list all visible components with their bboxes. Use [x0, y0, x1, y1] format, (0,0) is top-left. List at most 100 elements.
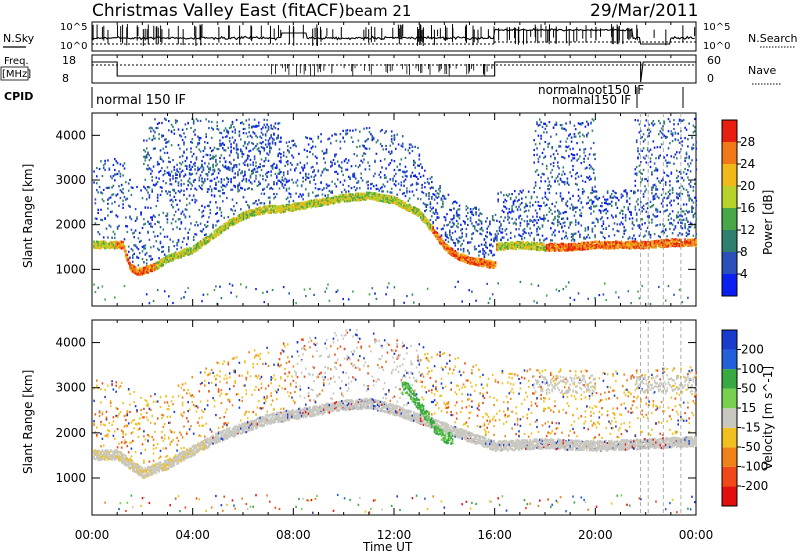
- power-point: [501, 236, 504, 239]
- power-point: [422, 219, 425, 222]
- power-point: [339, 195, 342, 198]
- power-point: [316, 162, 318, 165]
- power-point: [210, 150, 213, 153]
- power-point: [288, 205, 290, 209]
- power-point: [392, 177, 394, 180]
- power-point: [242, 212, 245, 215]
- power-point: [104, 240, 106, 243]
- power-point: [262, 165, 264, 168]
- power-point: [179, 155, 181, 159]
- power-point: [360, 172, 362, 175]
- power-point: [130, 186, 133, 189]
- power-point: [267, 204, 270, 208]
- power-point: [401, 170, 404, 173]
- power-point: [158, 263, 160, 266]
- power-point: [449, 246, 451, 249]
- power-point: [251, 214, 253, 217]
- power-point: [439, 187, 441, 190]
- power-point: [318, 198, 321, 201]
- power-point: [202, 238, 205, 241]
- power-point: [374, 192, 376, 195]
- power-point: [264, 134, 267, 137]
- power-point: [168, 173, 170, 176]
- power-point: [266, 290, 268, 293]
- power-point: [184, 136, 187, 139]
- power-point: [270, 127, 272, 130]
- power-point: [490, 233, 493, 236]
- power-point: [159, 261, 162, 264]
- power-point: [100, 247, 102, 250]
- power-point: [447, 223, 450, 226]
- power-point: [375, 196, 378, 199]
- power-point: [350, 136, 353, 139]
- power-point: [313, 199, 315, 202]
- power-point: [335, 290, 338, 293]
- power-point: [258, 180, 260, 183]
- power-point: [278, 172, 281, 175]
- power-point: [242, 178, 245, 181]
- power-point: [242, 175, 245, 178]
- power-point: [356, 187, 358, 190]
- power-point: [183, 193, 185, 196]
- power-point: [306, 176, 308, 179]
- power-point: [349, 199, 351, 203]
- power-point: [241, 121, 243, 124]
- power-point: [413, 174, 415, 178]
- power-point: [134, 229, 137, 232]
- power-point: [127, 245, 130, 248]
- power-point: [266, 152, 268, 155]
- power-point: [170, 131, 173, 134]
- power-point: [179, 161, 181, 165]
- power-point: [155, 205, 158, 208]
- power-point: [375, 184, 378, 187]
- power-point: [143, 247, 145, 250]
- power-point: [453, 216, 455, 220]
- power-point: [150, 265, 152, 268]
- power-point: [264, 158, 267, 162]
- power-point: [219, 195, 221, 198]
- power-point: [150, 157, 152, 160]
- power-point: [230, 149, 232, 152]
- power-point: [309, 205, 311, 208]
- power-point: [472, 232, 475, 235]
- power-point: [237, 217, 239, 221]
- power-point: [256, 167, 259, 170]
- power-point: [181, 161, 184, 164]
- power-point: [388, 201, 390, 204]
- power-point: [353, 194, 356, 197]
- power-point: [497, 192, 499, 195]
- power-point: [220, 230, 223, 233]
- power-point: [444, 233, 447, 236]
- power-point: [213, 288, 216, 292]
- power-point: [450, 209, 452, 212]
- power-point: [460, 244, 462, 247]
- power-point: [156, 160, 159, 164]
- power-point: [104, 247, 106, 250]
- power-point: [281, 209, 284, 212]
- power-point: [154, 266, 156, 269]
- power-point: [137, 248, 140, 251]
- power-point: [491, 215, 494, 218]
- power-point: [158, 221, 160, 224]
- power-point: [327, 138, 329, 141]
- power-point: [168, 248, 170, 251]
- power-point: [230, 146, 232, 149]
- power-point: [353, 173, 356, 176]
- power-point: [298, 204, 300, 207]
- power-point: [233, 218, 235, 221]
- power-point: [334, 162, 336, 166]
- power-point: [458, 236, 461, 239]
- power-point: [114, 243, 116, 246]
- power-point: [192, 152, 195, 156]
- power-point: [417, 177, 419, 181]
- power-point: [291, 204, 293, 207]
- power-point: [179, 218, 181, 221]
- power-point: [253, 132, 256, 135]
- power-point: [210, 190, 213, 193]
- power-point: [101, 285, 104, 288]
- power-point: [307, 173, 310, 176]
- power-point: [269, 142, 271, 145]
- power-point: [216, 127, 218, 130]
- power-point: [102, 243, 105, 246]
- power-point: [267, 153, 270, 156]
